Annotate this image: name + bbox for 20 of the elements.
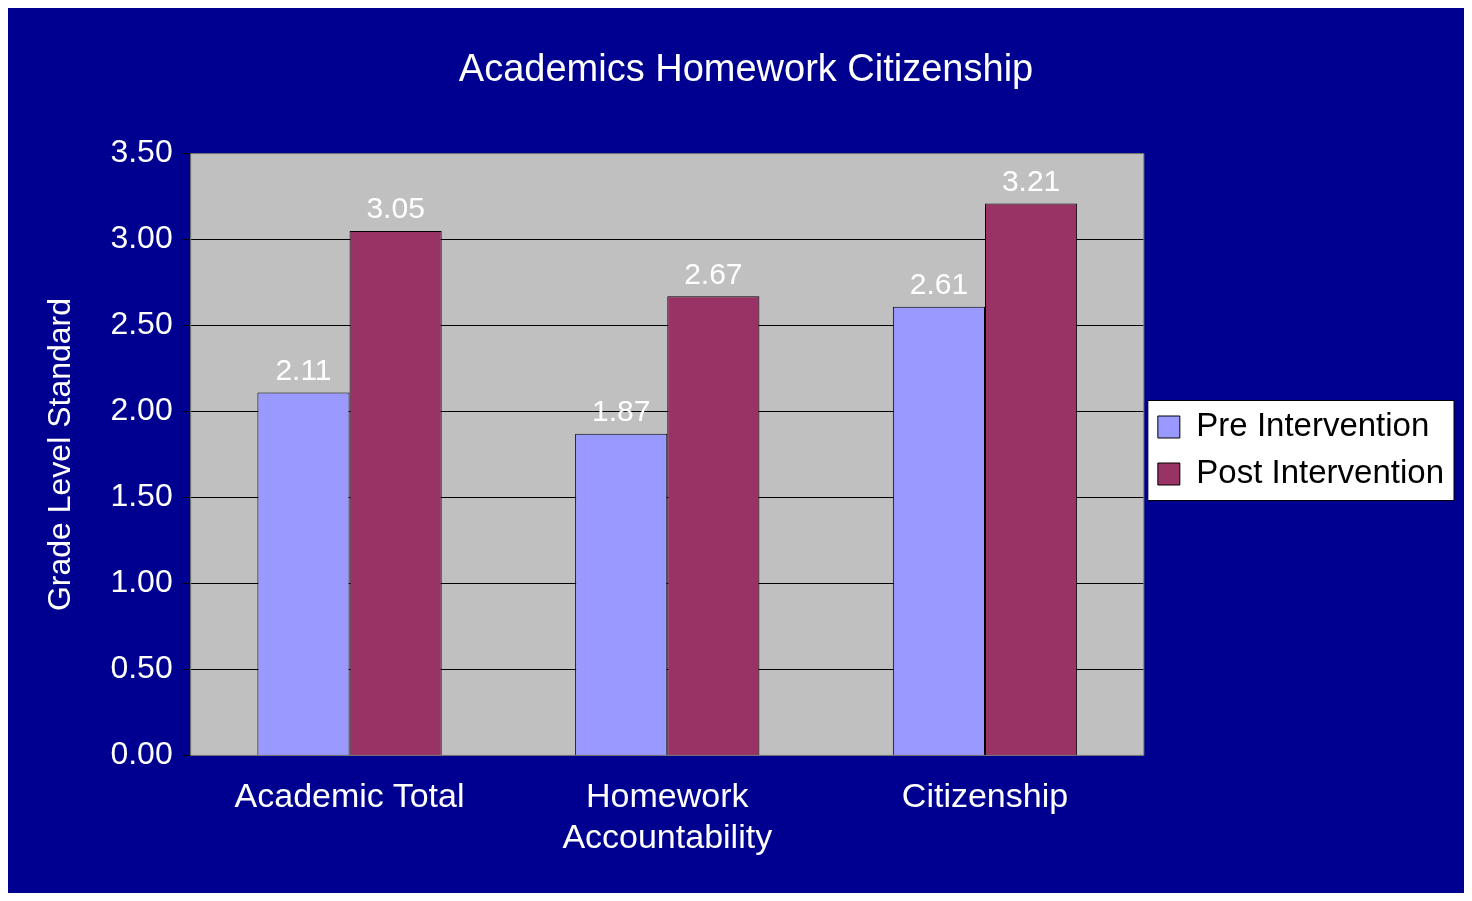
- y-tick-label: 1.50: [110, 477, 173, 514]
- y-axis-title: Grade Level Standard: [41, 297, 78, 612]
- x-tick-label: Academic Total: [234, 776, 465, 815]
- data-label: 2.11: [275, 352, 332, 386]
- y-tick-label: 1.00: [110, 563, 173, 600]
- data-label: 2.67: [684, 256, 743, 290]
- x-tick-label: Homework Accountability: [562, 776, 773, 855]
- legend-label: Pre Intervention: [1196, 406, 1430, 444]
- data-label: 2.61: [909, 266, 969, 300]
- chart-title: Academics Homework Citizenship: [458, 47, 1034, 90]
- y-tick-label: 2.50: [110, 305, 173, 342]
- data-label: 3.21: [1001, 163, 1061, 197]
- x-tick-label: Citizenship: [901, 776, 1069, 815]
- y-tick-label: 3.00: [110, 219, 173, 256]
- y-tick-label: 0.50: [110, 649, 173, 686]
- legend-label: Post Intervention: [1196, 453, 1445, 491]
- data-label: 3.05: [366, 191, 425, 225]
- y-tick-label: 3.50: [110, 133, 173, 170]
- y-tick-label: 2.00: [110, 391, 173, 428]
- y-tick-label: 0.00: [110, 735, 173, 772]
